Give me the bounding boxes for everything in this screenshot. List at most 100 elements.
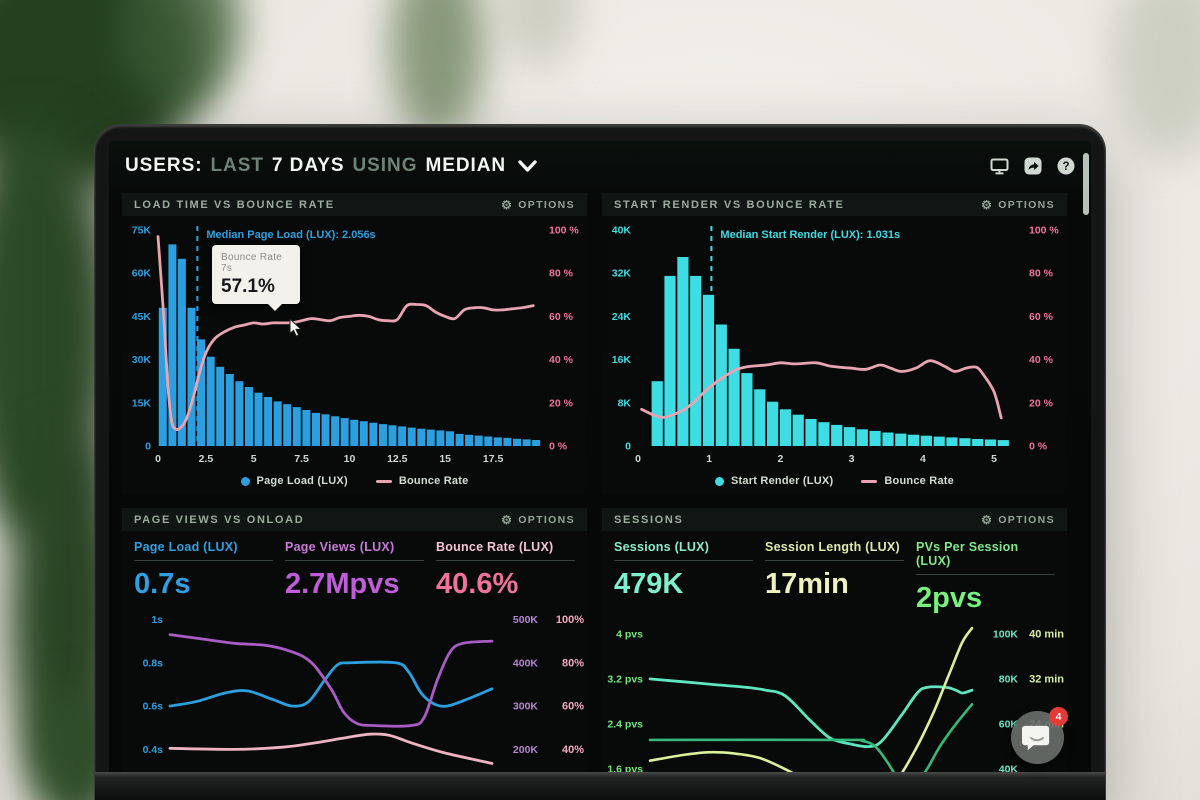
tooltip-value: 57.1% bbox=[221, 275, 275, 297]
date-range-dropdown[interactable]: USERS: LAST 7 DAYS USING MEDIAN bbox=[125, 155, 537, 177]
laptop-body bbox=[95, 772, 1105, 800]
svg-text:16K: 16K bbox=[612, 354, 632, 366]
page-views-metrics: Page Load (LUX) 0.7s Page Views (LUX) 2.… bbox=[122, 531, 587, 603]
legend-item: Start Render (LUX) bbox=[714, 475, 834, 487]
laptop: USERS: LAST 7 DAYS USING MEDIAN bbox=[95, 125, 1105, 800]
svg-text:20 %: 20 % bbox=[1029, 397, 1054, 409]
plant-leaf bbox=[1110, 0, 1200, 160]
svg-text:15K: 15K bbox=[132, 397, 152, 409]
svg-text:80 %: 80 % bbox=[1029, 268, 1054, 280]
panel-page-views-header: PAGE VIEWS VS ONLOAD ⚙ OPTIONS bbox=[122, 508, 587, 531]
page-views-chart[interactable]: 1s 0.8s 0.6s 0.4s 500K 100% 400K 80% 300K 60% 200K… bbox=[122, 603, 587, 772]
metric-page-load: Page Load (LUX) 0.7s bbox=[134, 540, 273, 601]
share-button[interactable] bbox=[1024, 157, 1042, 175]
metric-label: Page Load (LUX) bbox=[134, 540, 238, 554]
svg-text:0 %: 0 % bbox=[549, 441, 568, 453]
panel-start-render-header: START RENDER VS BOUNCE RATE ⚙ OPTIONS bbox=[602, 193, 1067, 216]
scrollbar[interactable] bbox=[1083, 153, 1089, 215]
plant-leaf bbox=[500, 0, 580, 70]
help-icon: ? bbox=[1057, 157, 1075, 175]
share-icon bbox=[1024, 157, 1042, 175]
help-button[interactable]: ? bbox=[1057, 157, 1075, 175]
header-title-part: 7 DAYS bbox=[271, 155, 345, 176]
legend-label: Start Render (LUX) bbox=[730, 475, 834, 487]
series-swatch bbox=[240, 476, 250, 486]
svg-text:0.6s: 0.6s bbox=[143, 701, 164, 713]
svg-text:40 %: 40 % bbox=[1029, 354, 1054, 366]
svg-text:5: 5 bbox=[991, 453, 997, 465]
svg-text:100%: 100% bbox=[556, 614, 584, 626]
options-button[interactable]: ⚙ OPTIONS bbox=[981, 198, 1055, 212]
svg-text:4 pvs: 4 pvs bbox=[616, 628, 643, 640]
metric-value: 0.7s bbox=[134, 568, 191, 600]
legend-item: Page Load (LUX) bbox=[240, 475, 348, 487]
metric-session-length: Session Length (LUX) 17min bbox=[765, 540, 904, 615]
svg-text:Median Start Render (LUX): 1.0: Median Start Render (LUX): 1.031s bbox=[720, 229, 900, 241]
svg-text:45K: 45K bbox=[132, 311, 152, 323]
svg-text:30K: 30K bbox=[132, 354, 152, 366]
metric-label: PVs Per Session (LUX) bbox=[916, 540, 1019, 568]
start-render-legend: Start Render (LUX) Bounce Rate bbox=[602, 468, 1067, 494]
svg-text:0.8s: 0.8s bbox=[143, 657, 164, 669]
svg-text:15: 15 bbox=[439, 453, 451, 465]
metric-sessions: Sessions (LUX) 479K bbox=[614, 540, 753, 615]
svg-text:0 %: 0 % bbox=[1029, 441, 1048, 453]
svg-text:12.5: 12.5 bbox=[387, 453, 408, 465]
panel-load-time-header: LOAD TIME VS BOUNCE RATE ⚙ OPTIONS bbox=[122, 193, 587, 216]
svg-text:0.4s: 0.4s bbox=[143, 744, 164, 756]
metric-divider bbox=[285, 560, 424, 561]
metric-bounce-rate: Bounce Rate (LUX) 40.6% bbox=[436, 540, 575, 601]
options-button[interactable]: ⚙ OPTIONS bbox=[981, 513, 1055, 527]
legend-label: Bounce Rate bbox=[398, 475, 469, 487]
panel-sessions-header: SESSIONS ⚙ OPTIONS bbox=[602, 508, 1067, 531]
panel-load-time: LOAD TIME VS BOUNCE RATE ⚙ OPTIONS Media… bbox=[122, 193, 587, 494]
svg-text:1.6 pvs: 1.6 pvs bbox=[607, 764, 643, 772]
metric-label: Bounce Rate (LUX) bbox=[436, 540, 554, 554]
load-time-legend: Page Load (LUX) Bounce Rate bbox=[122, 468, 587, 494]
load-time-chart[interactable]: Median Page Load (LUX): 2.056s 0 15K 30K 45K… bbox=[122, 216, 587, 468]
panel-grid: LOAD TIME VS BOUNCE RATE ⚙ OPTIONS Media… bbox=[122, 193, 1067, 772]
panel-title: SESSIONS bbox=[614, 513, 684, 526]
chat-unread-badge: 4 bbox=[1049, 707, 1068, 726]
metric-divider bbox=[916, 574, 1055, 575]
svg-text:40K: 40K bbox=[612, 225, 632, 237]
options-button[interactable]: ⚙ OPTIONS bbox=[501, 198, 575, 212]
sessions-metrics: Sessions (LUX) 479K Session Length (LUX)… bbox=[602, 531, 1067, 617]
display-button[interactable] bbox=[990, 158, 1009, 175]
svg-text:400K: 400K bbox=[513, 657, 539, 669]
panel-title: START RENDER VS BOUNCE RATE bbox=[614, 198, 845, 211]
options-label: OPTIONS bbox=[998, 198, 1055, 211]
options-label: OPTIONS bbox=[998, 513, 1055, 526]
svg-text:0: 0 bbox=[635, 453, 641, 465]
chat-widget-button[interactable]: 4 bbox=[1011, 707, 1068, 764]
svg-text:40%: 40% bbox=[562, 744, 584, 756]
panel-sessions: SESSIONS ⚙ OPTIONS Sessions (LUX) 479K bbox=[602, 508, 1067, 772]
options-button[interactable]: ⚙ OPTIONS bbox=[501, 513, 575, 527]
svg-text:3: 3 bbox=[849, 453, 855, 465]
display-icon bbox=[990, 158, 1009, 174]
svg-text:?: ? bbox=[1062, 161, 1069, 173]
header-title-part: MEDIAN bbox=[425, 155, 507, 176]
svg-text:7.5: 7.5 bbox=[294, 453, 309, 465]
metric-divider bbox=[765, 560, 904, 561]
metric-value: 2.7Mpvs bbox=[285, 568, 400, 600]
plant-leaf bbox=[390, 0, 485, 140]
svg-text:1s: 1s bbox=[151, 614, 163, 626]
start-render-chart[interactable]: Median Start Render (LUX): 1.031s 0 8K 16K 2… bbox=[602, 216, 1067, 468]
panel-start-render: START RENDER VS BOUNCE RATE ⚙ OPTIONS Me… bbox=[602, 193, 1067, 494]
svg-text:0: 0 bbox=[145, 441, 151, 453]
svg-text:100 %: 100 % bbox=[549, 225, 579, 237]
svg-text:60 %: 60 % bbox=[1029, 311, 1054, 323]
svg-text:24K: 24K bbox=[612, 311, 632, 323]
dashboard-header: USERS: LAST 7 DAYS USING MEDIAN bbox=[109, 141, 1091, 191]
metric-label: Session Length (LUX) bbox=[765, 540, 900, 554]
metric-label: Page Views (LUX) bbox=[285, 540, 395, 554]
svg-text:100K: 100K bbox=[993, 628, 1019, 640]
sessions-chart[interactable]: 4 pvs 3.2 pvs 2.4 pvs 1.6 pvs 100K 40 min 80K 3… bbox=[602, 617, 1067, 772]
gear-icon: ⚙ bbox=[981, 197, 994, 212]
svg-text:80 %: 80 % bbox=[549, 268, 574, 280]
svg-text:0: 0 bbox=[155, 453, 161, 465]
metric-divider bbox=[134, 560, 273, 561]
svg-text:60%: 60% bbox=[562, 701, 584, 713]
